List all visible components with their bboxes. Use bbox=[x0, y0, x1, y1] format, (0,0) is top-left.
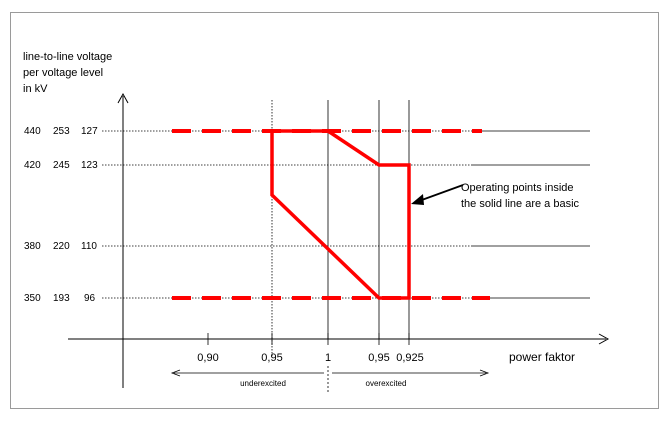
x-tick-label-1: 1 bbox=[325, 352, 331, 364]
voltage-label-127: 127 bbox=[81, 126, 98, 137]
voltage-label-96: 96 bbox=[84, 293, 96, 304]
overexcited-label: overexcited bbox=[366, 379, 407, 388]
x-tick-label-090: 0,90 bbox=[197, 352, 218, 364]
x-tick-label-0925: 0,925 bbox=[396, 352, 424, 364]
x-axis-arrow bbox=[598, 333, 610, 345]
y-axis-label-line-3: in kV bbox=[23, 83, 48, 95]
voltage-label-253: 253 bbox=[53, 126, 70, 137]
x-tick-label-095-right: 0,95 bbox=[368, 352, 389, 364]
voltage-label-245: 245 bbox=[53, 160, 70, 171]
voltage-label-123: 123 bbox=[81, 160, 98, 171]
voltage-label-420: 420 bbox=[24, 160, 41, 171]
y-axis-label-line-1: line-to-line voltage bbox=[23, 51, 112, 63]
annotation-arrow-line bbox=[418, 184, 464, 202]
x-tick-label-095-left: 0,95 bbox=[261, 352, 282, 364]
diagram-frame bbox=[10, 12, 659, 409]
voltage-label-110: 110 bbox=[81, 241, 97, 252]
voltage-label-440: 440 bbox=[24, 126, 41, 137]
operating-boundary bbox=[270, 129, 411, 300]
voltage-label-380: 380 bbox=[24, 241, 41, 252]
annotation-line-2: the solid line are a basic bbox=[461, 198, 580, 210]
overexcited-arrow-head bbox=[479, 369, 490, 377]
voltage-label-193: 193 bbox=[53, 293, 70, 304]
annotation-line-1: Operating points inside bbox=[461, 182, 574, 194]
voltage-label-220: 220 bbox=[53, 241, 70, 252]
voltage-label-350: 350 bbox=[24, 293, 41, 304]
annotation-arrow-head bbox=[411, 194, 424, 205]
underexcited-arrow-head bbox=[170, 369, 181, 377]
x-axis-label: power faktor bbox=[509, 350, 575, 364]
underexcited-label: underexcited bbox=[240, 379, 286, 388]
y-axis-arrow bbox=[117, 92, 129, 104]
y-axis-label-line-2: per voltage level bbox=[23, 67, 103, 79]
